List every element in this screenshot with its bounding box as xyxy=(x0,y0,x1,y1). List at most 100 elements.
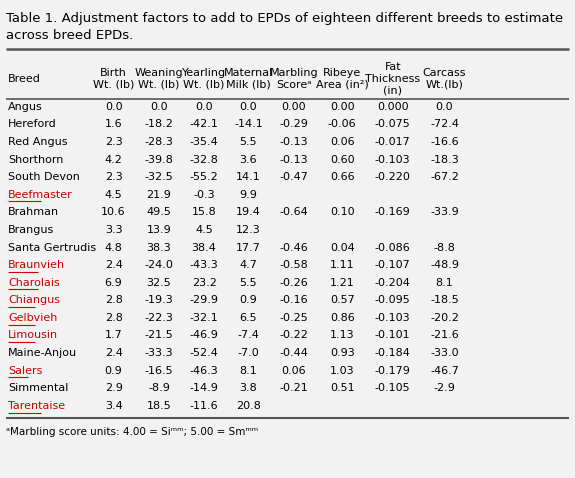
Text: -67.2: -67.2 xyxy=(430,172,459,182)
Text: 2.4: 2.4 xyxy=(105,348,122,358)
Text: -19.3: -19.3 xyxy=(145,295,174,305)
Text: 23.2: 23.2 xyxy=(191,278,217,288)
Text: -0.204: -0.204 xyxy=(375,278,411,288)
Text: -0.101: -0.101 xyxy=(375,330,411,340)
Text: 2.3: 2.3 xyxy=(105,172,122,182)
Text: -0.3: -0.3 xyxy=(193,190,215,200)
Text: 0.93: 0.93 xyxy=(329,348,355,358)
Text: Hereford: Hereford xyxy=(8,120,57,130)
Text: -0.075: -0.075 xyxy=(375,120,411,130)
Text: -32.5: -32.5 xyxy=(145,172,174,182)
Text: -22.3: -22.3 xyxy=(144,313,174,323)
Text: -32.1: -32.1 xyxy=(190,313,218,323)
Text: 3.6: 3.6 xyxy=(240,154,257,164)
Text: 0.00: 0.00 xyxy=(282,102,306,112)
Text: Weaning
Wt. (lb): Weaning Wt. (lb) xyxy=(135,68,183,90)
Text: Table 1. Adjustment factors to add to EPDs of eighteen different breeds to estim: Table 1. Adjustment factors to add to EP… xyxy=(6,12,563,42)
Text: Yearling
Wt. (lb): Yearling Wt. (lb) xyxy=(182,68,226,90)
Text: 13.9: 13.9 xyxy=(147,225,171,235)
Text: 0.51: 0.51 xyxy=(330,383,354,393)
Text: Santa Gertrudis: Santa Gertrudis xyxy=(8,242,96,252)
Text: 1.6: 1.6 xyxy=(105,120,122,130)
Text: -0.179: -0.179 xyxy=(375,366,411,376)
Text: South Devon: South Devon xyxy=(8,172,80,182)
Text: -21.6: -21.6 xyxy=(430,330,459,340)
Text: 4.5: 4.5 xyxy=(196,225,213,235)
Text: 0.00: 0.00 xyxy=(330,102,354,112)
Text: -7.4: -7.4 xyxy=(237,330,259,340)
Text: -33.3: -33.3 xyxy=(145,348,173,358)
Text: -0.47: -0.47 xyxy=(279,172,308,182)
Text: -16.6: -16.6 xyxy=(430,137,459,147)
Text: -52.4: -52.4 xyxy=(190,348,218,358)
Text: 9.9: 9.9 xyxy=(239,190,258,200)
Text: Carcass
Wt.(lb): Carcass Wt.(lb) xyxy=(423,68,466,90)
Text: Maine-Anjou: Maine-Anjou xyxy=(8,348,77,358)
Text: 12.3: 12.3 xyxy=(236,225,261,235)
Text: 2.9: 2.9 xyxy=(105,383,122,393)
Text: -8.8: -8.8 xyxy=(434,242,455,252)
Text: Birth
Wt. (lb): Birth Wt. (lb) xyxy=(93,68,134,90)
Text: 8.1: 8.1 xyxy=(436,278,453,288)
Text: 2.3: 2.3 xyxy=(105,137,122,147)
Text: 0.06: 0.06 xyxy=(330,137,354,147)
Text: Simmental: Simmental xyxy=(8,383,68,393)
Text: -32.8: -32.8 xyxy=(190,154,218,164)
Text: 1.21: 1.21 xyxy=(329,278,355,288)
Text: -48.9: -48.9 xyxy=(430,260,459,270)
Text: 3.3: 3.3 xyxy=(105,225,122,235)
Text: 38.4: 38.4 xyxy=(191,242,217,252)
Text: 0.0: 0.0 xyxy=(436,102,453,112)
Text: 0.57: 0.57 xyxy=(329,295,355,305)
Text: 18.5: 18.5 xyxy=(147,401,171,411)
Text: -0.22: -0.22 xyxy=(279,330,308,340)
Text: 2.8: 2.8 xyxy=(105,295,122,305)
Text: 0.86: 0.86 xyxy=(329,313,355,323)
Text: Red Angus: Red Angus xyxy=(8,137,67,147)
Text: 10.6: 10.6 xyxy=(101,207,126,217)
Text: 3.8: 3.8 xyxy=(240,383,257,393)
Text: 6.9: 6.9 xyxy=(105,278,122,288)
Text: -21.5: -21.5 xyxy=(145,330,174,340)
Text: 0.66: 0.66 xyxy=(330,172,354,182)
Text: 1.13: 1.13 xyxy=(330,330,354,340)
Text: Tarentaise: Tarentaise xyxy=(8,401,65,411)
Text: Fat
Thickness
(in): Fat Thickness (in) xyxy=(365,62,420,96)
Text: -35.4: -35.4 xyxy=(190,137,218,147)
Text: -0.107: -0.107 xyxy=(375,260,411,270)
Text: -55.2: -55.2 xyxy=(190,172,218,182)
Text: -72.4: -72.4 xyxy=(430,120,459,130)
Text: 0.0: 0.0 xyxy=(240,102,257,112)
Text: 20.8: 20.8 xyxy=(236,401,261,411)
Text: Limousin: Limousin xyxy=(8,330,58,340)
Text: 4.7: 4.7 xyxy=(239,260,258,270)
Text: 0.10: 0.10 xyxy=(330,207,354,217)
Text: -24.0: -24.0 xyxy=(144,260,174,270)
Text: -0.44: -0.44 xyxy=(279,348,308,358)
Text: Beefmaster: Beefmaster xyxy=(8,190,73,200)
Text: -11.6: -11.6 xyxy=(190,401,218,411)
Text: 0.60: 0.60 xyxy=(330,154,354,164)
Text: -2.9: -2.9 xyxy=(434,383,455,393)
Text: 3.4: 3.4 xyxy=(105,401,122,411)
Text: 4.8: 4.8 xyxy=(105,242,122,252)
Text: 0.0: 0.0 xyxy=(105,102,122,112)
Text: -0.29: -0.29 xyxy=(279,120,308,130)
Text: Charolais: Charolais xyxy=(8,278,60,288)
Text: Salers: Salers xyxy=(8,366,43,376)
Text: -29.9: -29.9 xyxy=(190,295,218,305)
Text: -0.46: -0.46 xyxy=(279,242,308,252)
Text: Marbling
Scoreᵃ: Marbling Scoreᵃ xyxy=(270,68,318,90)
Text: -46.9: -46.9 xyxy=(190,330,218,340)
Text: 1.11: 1.11 xyxy=(330,260,354,270)
Text: 19.4: 19.4 xyxy=(236,207,261,217)
Text: -33.9: -33.9 xyxy=(430,207,459,217)
Text: Angus: Angus xyxy=(8,102,43,112)
Text: -14.1: -14.1 xyxy=(234,120,263,130)
Text: 0.04: 0.04 xyxy=(329,242,355,252)
Text: -43.3: -43.3 xyxy=(190,260,218,270)
Text: -0.169: -0.169 xyxy=(375,207,411,217)
Text: 0.0: 0.0 xyxy=(196,102,213,112)
Text: -18.5: -18.5 xyxy=(430,295,459,305)
Text: Braunvieh: Braunvieh xyxy=(8,260,65,270)
